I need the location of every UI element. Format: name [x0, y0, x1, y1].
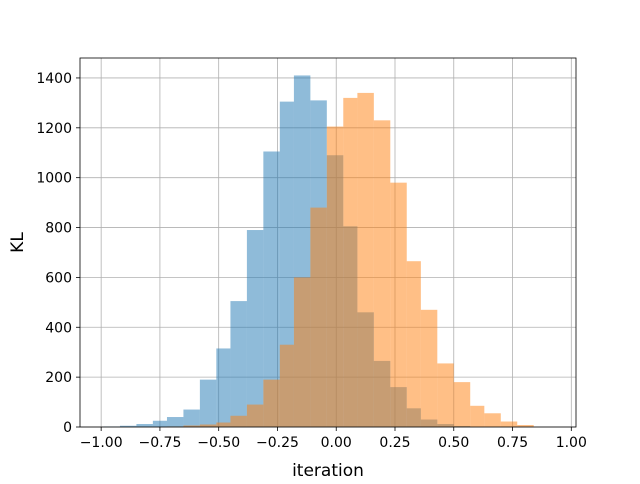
histogram-bar-series-2	[294, 277, 310, 427]
y-tick-label: 1400	[36, 71, 72, 87]
y-axis-ticks: 0 200 400 600 800 1000 1200 1400	[36, 71, 80, 436]
histogram-bar-series-2	[390, 183, 406, 427]
histogram-bar-series-1	[136, 424, 152, 427]
histogram-bar-series-2	[280, 345, 294, 427]
y-tick-label: 600	[45, 270, 72, 286]
x-axis-label: iteration	[292, 461, 364, 480]
y-axis-label: KL	[8, 232, 28, 253]
histogram-bar-series-2	[230, 416, 246, 427]
x-tick-label: −0.25	[256, 435, 299, 451]
y-tick-label: 400	[45, 320, 72, 336]
y-tick-label: 1200	[36, 121, 72, 137]
histogram-bar-series-2	[343, 98, 357, 427]
histogram-bar-series-1	[247, 230, 263, 427]
histogram-bar-series-2	[484, 413, 500, 427]
histogram-bar-series-1	[200, 380, 216, 427]
histogram-bar-series-2	[310, 208, 326, 427]
x-axis-ticks: −1.00 −0.75 −0.50 −0.25 0.00 0.25 0.50 0.75 1.00	[80, 427, 587, 451]
histogram-bar-series-2	[470, 406, 484, 427]
histogram-bar-series-2	[216, 423, 230, 427]
histogram-bar-series-1	[153, 421, 167, 427]
histogram-bar-series-2	[421, 310, 437, 427]
histogram-bar-series-2	[501, 422, 517, 427]
y-tick-label: 1000	[36, 171, 72, 187]
histogram-bar-series-1	[183, 410, 199, 427]
histogram-bar-series-2	[407, 261, 421, 427]
y-tick-label: 200	[45, 370, 72, 386]
histogram-bar-series-2	[247, 405, 263, 427]
x-tick-label: −1.00	[80, 435, 123, 451]
histogram-bar-series-2	[374, 120, 390, 427]
histogram-bar-series-1	[167, 417, 183, 427]
x-tick-label: 0.50	[438, 435, 469, 451]
x-tick-label: 0.25	[379, 435, 410, 451]
y-tick-label: 0	[63, 420, 72, 436]
x-tick-label: 0.75	[497, 435, 528, 451]
histogram-bar-series-2	[454, 382, 470, 427]
histogram-bar-series-2	[327, 127, 343, 427]
histogram-bar-series-2	[357, 93, 373, 427]
histogram-bar-series-1	[216, 348, 230, 427]
x-tick-label: −0.75	[138, 435, 181, 451]
histogram-bar-series-2	[263, 380, 279, 427]
x-tick-label: 0.00	[321, 435, 352, 451]
x-tick-label: 1.00	[556, 435, 587, 451]
histogram-bar-series-2	[437, 363, 453, 427]
y-tick-label: 800	[45, 221, 72, 237]
histogram-bar-series-1	[230, 301, 246, 427]
x-tick-label: −0.50	[197, 435, 240, 451]
